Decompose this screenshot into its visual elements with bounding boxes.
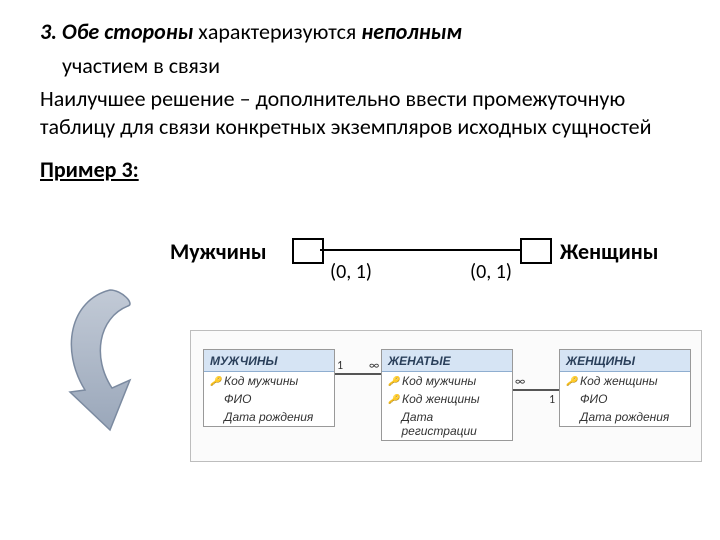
paragraph-2: участием в связи (40, 52, 688, 80)
entity-field: ФИО (204, 390, 334, 408)
example-label: Пример 3: (40, 156, 139, 183)
rel-line (320, 249, 520, 251)
er-link-right-label: 1 (549, 393, 555, 407)
field-label: Код мужчины (402, 374, 476, 388)
paragraph-1: 3. Обе стороны характеризуются неполным (40, 18, 688, 46)
label-women: Женщины (560, 238, 658, 265)
er-link-right-label: ∞ (369, 359, 379, 373)
er-link-line (513, 389, 559, 391)
simple-relationship: Мужчины Женщины (0, 1) (0, 1) (170, 238, 690, 298)
plain-1: характеризуются (193, 18, 361, 45)
entity-2: ЖЕНЩИНЫ 🔑 Код женщины ФИО Дата рождения (559, 349, 691, 427)
entity-field: 🔑 Код мужчины (204, 372, 334, 390)
key-icon: 🔑 (210, 376, 220, 387)
arrow-icon (50, 280, 200, 440)
text-block: 3. Обе стороны характеризуются неполным … (0, 0, 720, 183)
field-label: ФИО (580, 392, 607, 406)
entity-field: 🔑 Код мужчины (382, 372, 512, 390)
key-icon: 🔑 (388, 376, 398, 387)
entity-field: Дата рождения (560, 408, 690, 426)
er-link-line (335, 373, 381, 375)
entity-title: ЖЕНЩИНЫ (560, 350, 690, 372)
num: 3. (40, 18, 57, 45)
entity-0: МУЖЧИНЫ 🔑 Код мужчины ФИО Дата рождения (203, 349, 335, 427)
entity-1: ЖЕНАТЫЕ 🔑 Код мужчины 🔑 Код женщины Дата реги… (381, 349, 513, 441)
ital-1: Обе стороны (62, 18, 193, 45)
key-icon: 🔑 (388, 394, 398, 405)
er-diagram: МУЖЧИНЫ 🔑 Код мужчины ФИО Дата рождения ЖЕНАТ… (190, 330, 702, 462)
er-link-left-label: 1 (337, 359, 343, 373)
entity-field: 🔑 Код женщины (382, 390, 512, 408)
field-label: Код мужчины (224, 374, 298, 388)
field-label: Дата рождения (580, 410, 669, 424)
entity-field: ФИО (560, 390, 690, 408)
entity-title: МУЖЧИНЫ (204, 350, 334, 372)
key-icon: 🔑 (566, 376, 576, 387)
ital-2: неполным (361, 18, 462, 45)
entity-field: 🔑 Код женщины (560, 372, 690, 390)
field-label: Дата рождения (224, 410, 313, 424)
field-label: ФИО (224, 392, 251, 406)
field-label: Код женщины (580, 374, 658, 388)
paragraph-3: Наилучшее решение – дополнительно ввести… (40, 85, 688, 140)
card-left: (0, 1) (330, 260, 372, 284)
er-link-left-label: ∞ (515, 375, 525, 389)
entity-field: Дата регистрации (382, 408, 512, 440)
entity-title: ЖЕНАТЫЕ (382, 350, 512, 372)
entity-field: Дата рождения (204, 408, 334, 426)
card-right: (0, 1) (470, 260, 512, 284)
field-label: Код женщины (402, 392, 480, 406)
field-label: Дата регистрации (401, 410, 506, 438)
box-women (520, 238, 552, 264)
label-men: Мужчины (170, 238, 267, 265)
box-men (292, 238, 324, 264)
